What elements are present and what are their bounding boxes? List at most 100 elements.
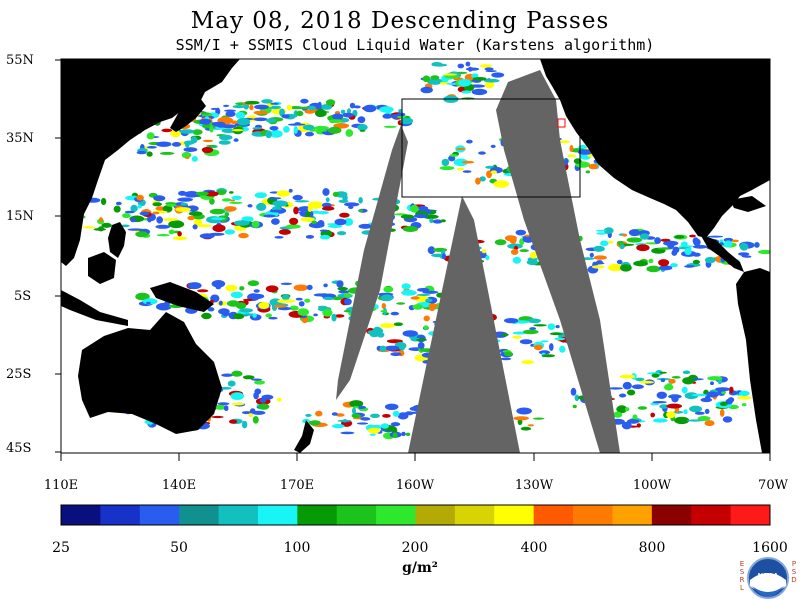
cloud-patch xyxy=(306,284,313,291)
cloud-patch xyxy=(223,405,229,412)
cloud-patch xyxy=(526,318,542,324)
cloud-patch xyxy=(315,109,327,117)
cloud-patch xyxy=(481,249,487,254)
cloud-patch xyxy=(247,204,253,208)
cloud-patch xyxy=(289,305,299,311)
cloud-patch xyxy=(659,371,667,374)
cloud-patch xyxy=(223,104,230,107)
cloud-patch xyxy=(233,220,250,226)
land-north-america xyxy=(540,59,770,238)
cloud-patch xyxy=(691,393,708,397)
land-australia xyxy=(78,312,222,434)
cloud-patch xyxy=(218,308,230,315)
lat-label-5s: 5S xyxy=(14,289,32,304)
cloud-patch xyxy=(323,283,328,288)
land-new-guinea xyxy=(150,282,214,312)
cloud-patch xyxy=(269,209,285,213)
cloud-patch xyxy=(157,218,163,223)
cloud-patch xyxy=(269,130,283,138)
cloud-patch xyxy=(294,200,310,203)
land-south-america xyxy=(736,268,770,453)
cloud-patch xyxy=(380,310,387,313)
cloud-patch xyxy=(574,394,580,402)
cloud-patch xyxy=(379,323,396,328)
cloud-patch xyxy=(672,246,680,253)
cloud-patch xyxy=(349,400,364,408)
cloud-patch xyxy=(520,426,532,431)
cloud-patch xyxy=(369,433,376,436)
cloud-patch xyxy=(504,235,517,242)
cloud-patch xyxy=(183,147,198,153)
swath-east xyxy=(496,70,620,453)
cloud-patch xyxy=(242,298,254,302)
cloud-patch xyxy=(352,407,356,415)
cloud-patch xyxy=(337,231,347,236)
cloud-patch xyxy=(212,224,226,232)
cloud-patch xyxy=(608,387,623,390)
cloud-patch xyxy=(344,202,360,207)
cloud-patch xyxy=(179,129,195,134)
cloud-patch xyxy=(483,78,500,83)
land-borneo xyxy=(88,252,116,284)
cloud-patch xyxy=(342,194,348,202)
cloud-patch xyxy=(639,233,650,240)
cloud-patch xyxy=(248,413,254,418)
cloud-patch xyxy=(456,167,465,171)
cloud-patch xyxy=(199,118,211,125)
cloud-patch xyxy=(484,67,494,71)
cloud-patch xyxy=(462,170,472,173)
cloud-patch xyxy=(486,170,493,179)
colorbar-label-800: 800 xyxy=(638,540,666,556)
cloud-patch xyxy=(280,282,293,285)
cloud-patch xyxy=(322,308,333,317)
cloud-patch xyxy=(405,411,414,416)
cloud-patch xyxy=(332,113,344,120)
cloud-patch xyxy=(401,289,417,296)
cloud-patch xyxy=(210,107,219,110)
cloud-patch xyxy=(442,253,446,260)
cloud-patch xyxy=(658,259,670,267)
cloud-patch xyxy=(591,265,605,269)
swath-west xyxy=(336,125,408,400)
cloud-patch xyxy=(554,337,566,341)
region-box xyxy=(401,98,581,198)
cloud-patch xyxy=(616,405,628,414)
cloud-patch xyxy=(529,327,537,331)
cloud-patch xyxy=(152,202,162,207)
cloud-patch xyxy=(513,416,530,421)
cloud-patch xyxy=(292,194,303,201)
land-cuba xyxy=(730,196,766,212)
noaa-seal-icon: NOAA xyxy=(747,557,789,599)
colorbar-frame xyxy=(60,504,771,526)
cloud-patch xyxy=(293,126,298,134)
cloud-patch xyxy=(471,73,479,79)
cloud-patch xyxy=(692,259,701,265)
colorbar-label-200: 200 xyxy=(401,540,429,556)
cloud-patch xyxy=(684,265,695,268)
cloud-patch xyxy=(600,240,609,247)
cloud-patch xyxy=(390,422,401,427)
cloud-patch xyxy=(232,105,246,109)
cloud-patch xyxy=(233,313,245,320)
cloud-patch xyxy=(273,304,288,308)
cloud-patch xyxy=(515,229,527,236)
colorbar-label-1600: 1600 xyxy=(752,540,788,556)
cloud-patch xyxy=(100,197,107,206)
cloud-patch xyxy=(358,223,373,229)
cloud-patch xyxy=(281,294,290,301)
cloud-patch xyxy=(555,325,560,329)
cloud-patch xyxy=(229,191,234,194)
cloud-patch xyxy=(300,98,309,104)
cloud-patch xyxy=(569,145,574,152)
cloud-patch xyxy=(743,255,752,258)
cloud-patch xyxy=(283,125,290,133)
cloud-patch xyxy=(638,380,655,384)
cloud-patch xyxy=(719,242,724,246)
cloud-patch xyxy=(136,194,144,201)
cloud-patch xyxy=(225,284,238,292)
cloud-patch xyxy=(383,286,394,293)
cloud-patch xyxy=(572,404,577,409)
cloud-patch xyxy=(472,77,487,81)
cloud-patch xyxy=(127,228,144,231)
